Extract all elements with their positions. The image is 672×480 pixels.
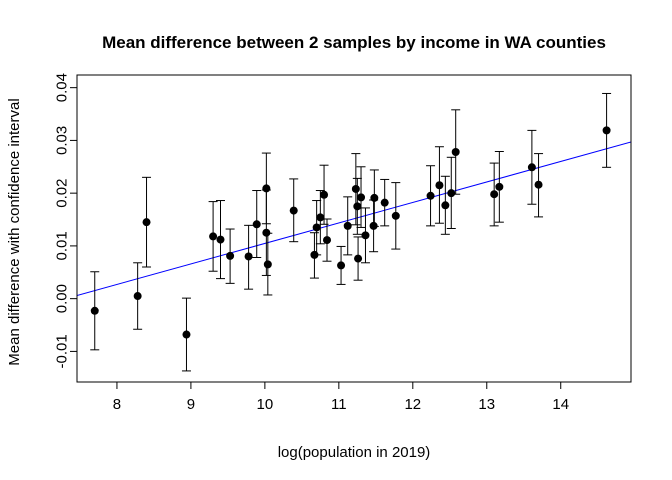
chart-title: Mean difference between 2 samples by inc…: [102, 33, 606, 52]
regression-line: [77, 141, 631, 296]
x-tick-label: 13: [478, 396, 495, 413]
data-point: [252, 220, 261, 229]
y-axis-label: Mean difference with confidence interval: [6, 98, 23, 365]
x-axis-label: log(population in 2019): [278, 444, 431, 461]
x-tick-label: 12: [404, 396, 421, 413]
x-tick-label: 8: [113, 396, 121, 413]
data-point: [142, 218, 151, 227]
data-point: [337, 261, 346, 270]
data-point: [447, 189, 456, 198]
data-point: [534, 180, 543, 189]
data-point: [320, 190, 329, 199]
data-point: [361, 231, 370, 240]
y-tick-label: 0.01: [54, 231, 71, 260]
axes: 8 9 10 11 12 13 14 -0.01 0.00 0.01 0.02 0.03 0.04: [54, 73, 632, 413]
data-point: [216, 235, 225, 244]
x-tick-label: 9: [187, 396, 195, 413]
data-point: [263, 260, 272, 269]
data-point: [133, 292, 142, 301]
data-point: [343, 221, 352, 230]
y-tick-label: 0.02: [54, 179, 71, 208]
data-point: [527, 163, 536, 172]
data-point: [370, 193, 379, 202]
data-point: [357, 193, 366, 202]
plot-frame: [76, 74, 632, 383]
x-tick-label: 10: [257, 396, 274, 413]
data-point: [369, 221, 378, 230]
data-point: [602, 126, 611, 135]
x-tick-label: 14: [552, 396, 569, 413]
y-tick-label: 0.04: [54, 73, 71, 102]
x-tick-label: 11: [331, 396, 347, 413]
data-point: [312, 223, 321, 232]
data-point: [90, 306, 99, 315]
data-point: [495, 182, 504, 191]
data-point: [391, 211, 400, 220]
data-point: [182, 330, 191, 339]
data-point: [289, 206, 298, 215]
data-point: [380, 198, 389, 207]
data-point: [209, 232, 218, 241]
y-tick-label: 0.00: [54, 284, 71, 313]
data-point: [354, 254, 363, 263]
data-point: [316, 213, 325, 222]
data-point: [441, 201, 450, 210]
y-tick-label: 0.03: [54, 126, 71, 155]
data-point: [226, 251, 235, 260]
y-tick-label: -0.01: [54, 334, 71, 368]
data-point: [490, 190, 499, 199]
data-point: [426, 191, 435, 200]
data-point: [351, 184, 360, 193]
data-point: [451, 148, 460, 157]
data-point: [435, 181, 444, 190]
data-point: [262, 228, 271, 237]
data-point: [353, 202, 362, 211]
data-point: [323, 236, 332, 245]
plot-area: [77, 92, 631, 372]
data-point: [244, 252, 253, 261]
